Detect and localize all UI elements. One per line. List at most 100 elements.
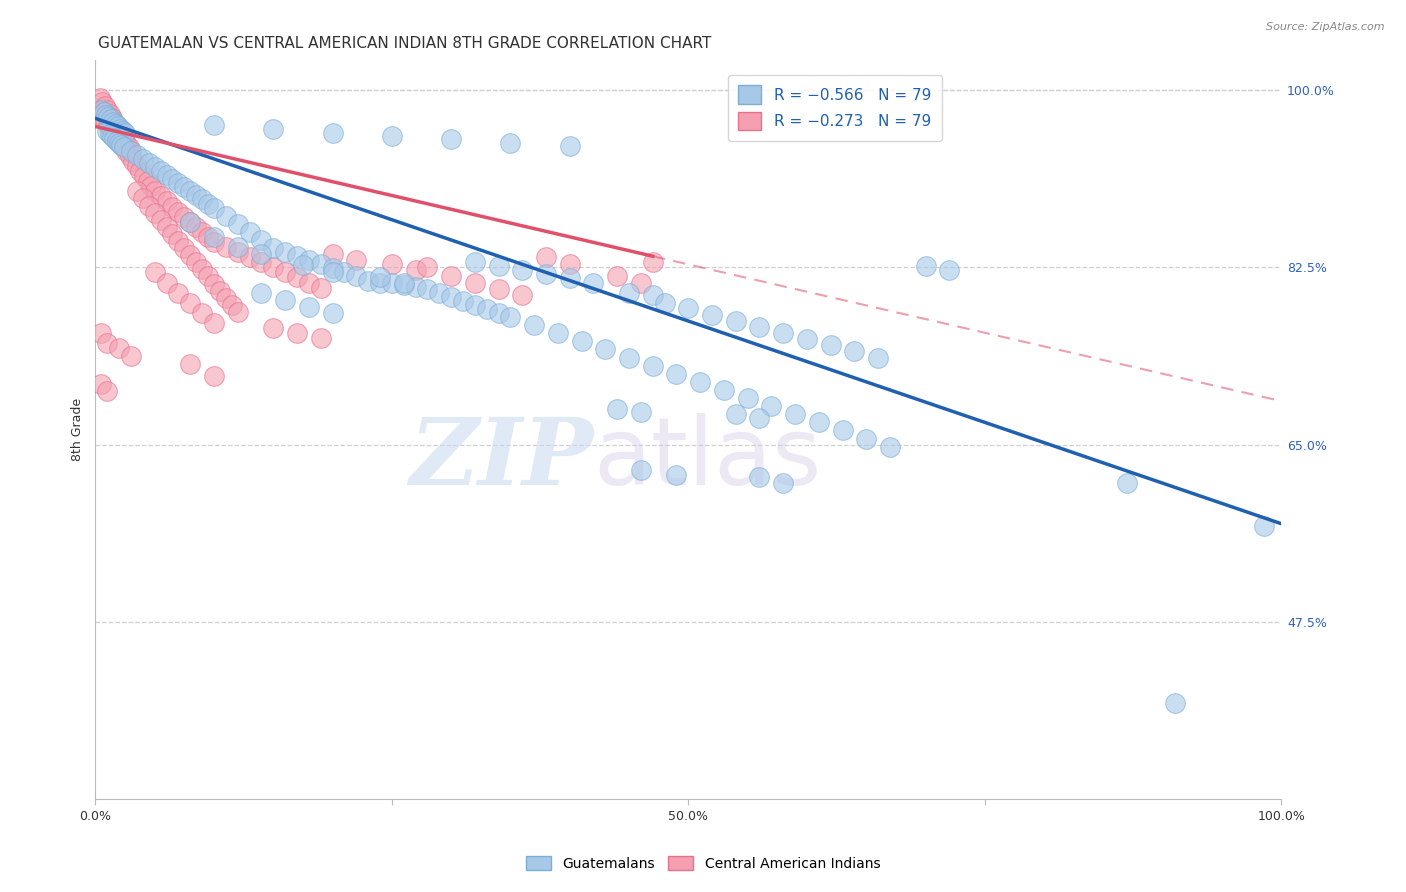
Point [606, 402, 628, 417]
Point [761, 399, 783, 413]
Point [120, 144, 142, 158]
Point [112, 140, 135, 154]
Point [868, 351, 890, 365]
Point [238, 225, 260, 239]
Point [630, 276, 652, 290]
Point [120, 349, 142, 363]
Point [90, 103, 112, 118]
Point [125, 148, 148, 162]
Point [238, 250, 260, 264]
Point [855, 432, 877, 446]
Point [136, 174, 159, 188]
Point [381, 257, 404, 271]
Point [120, 144, 142, 158]
Point [100, 112, 122, 127]
Point [724, 407, 747, 421]
Text: atlas: atlas [593, 413, 821, 505]
Point [97, 111, 120, 125]
Point [167, 176, 190, 190]
Point [155, 168, 177, 182]
Point [309, 280, 332, 294]
Legend: Guatemalans, Central American Indians: Guatemalans, Central American Indians [520, 850, 886, 876]
Point [108, 123, 131, 137]
Point [94, 113, 117, 128]
Point [114, 126, 136, 140]
Point [558, 271, 581, 285]
Point [558, 138, 581, 153]
Point [368, 270, 391, 285]
Point [90, 108, 112, 122]
Point [132, 152, 155, 166]
Point [221, 298, 243, 312]
Point [534, 268, 557, 282]
Point [143, 185, 166, 199]
Point [333, 265, 356, 279]
Point [108, 342, 131, 356]
Point [202, 316, 225, 330]
Point [179, 185, 201, 199]
Point [202, 119, 225, 133]
Point [139, 179, 162, 194]
Point [820, 338, 842, 352]
Point [309, 331, 332, 345]
Point [191, 306, 214, 320]
Point [103, 130, 125, 145]
Point [129, 164, 152, 178]
Point [105, 134, 128, 148]
Point [90, 326, 112, 341]
Point [105, 120, 128, 134]
Point [938, 263, 960, 277]
Text: ZIP: ZIP [409, 414, 593, 504]
Point [488, 306, 510, 320]
Point [291, 258, 314, 272]
Point [138, 198, 160, 212]
Point [208, 284, 231, 298]
Point [173, 180, 195, 194]
Point [772, 476, 794, 491]
Point [112, 131, 135, 145]
Point [215, 209, 238, 223]
Point [748, 320, 770, 334]
Point [186, 219, 208, 234]
Point [98, 127, 121, 141]
Point [93, 105, 115, 120]
Point [748, 470, 770, 484]
Point [654, 295, 676, 310]
Point [110, 128, 132, 142]
Point [914, 260, 936, 274]
Point [322, 261, 344, 276]
Point [641, 255, 664, 269]
Point [110, 137, 132, 152]
Point [831, 424, 853, 438]
Point [665, 367, 688, 381]
Point [167, 234, 190, 248]
Point [179, 248, 201, 262]
Point [392, 276, 415, 290]
Point [844, 344, 866, 359]
Point [274, 245, 297, 260]
Point [606, 269, 628, 284]
Point [617, 285, 640, 300]
Point [167, 204, 190, 219]
Point [191, 193, 214, 207]
Point [475, 301, 498, 316]
Point [309, 257, 332, 271]
Point [262, 241, 284, 255]
Point [1253, 518, 1275, 533]
Point [250, 255, 273, 269]
Point [262, 260, 284, 275]
Point [344, 253, 367, 268]
Point [173, 210, 195, 224]
Point [155, 276, 177, 290]
Point [103, 115, 125, 129]
Point [298, 300, 321, 314]
Point [117, 140, 139, 154]
Y-axis label: 8th Grade: 8th Grade [72, 398, 84, 461]
Point [451, 293, 474, 308]
Point [381, 128, 404, 143]
Point [665, 468, 688, 483]
Point [724, 314, 747, 328]
Point [617, 351, 640, 365]
Point [879, 440, 901, 454]
Point [807, 416, 830, 430]
